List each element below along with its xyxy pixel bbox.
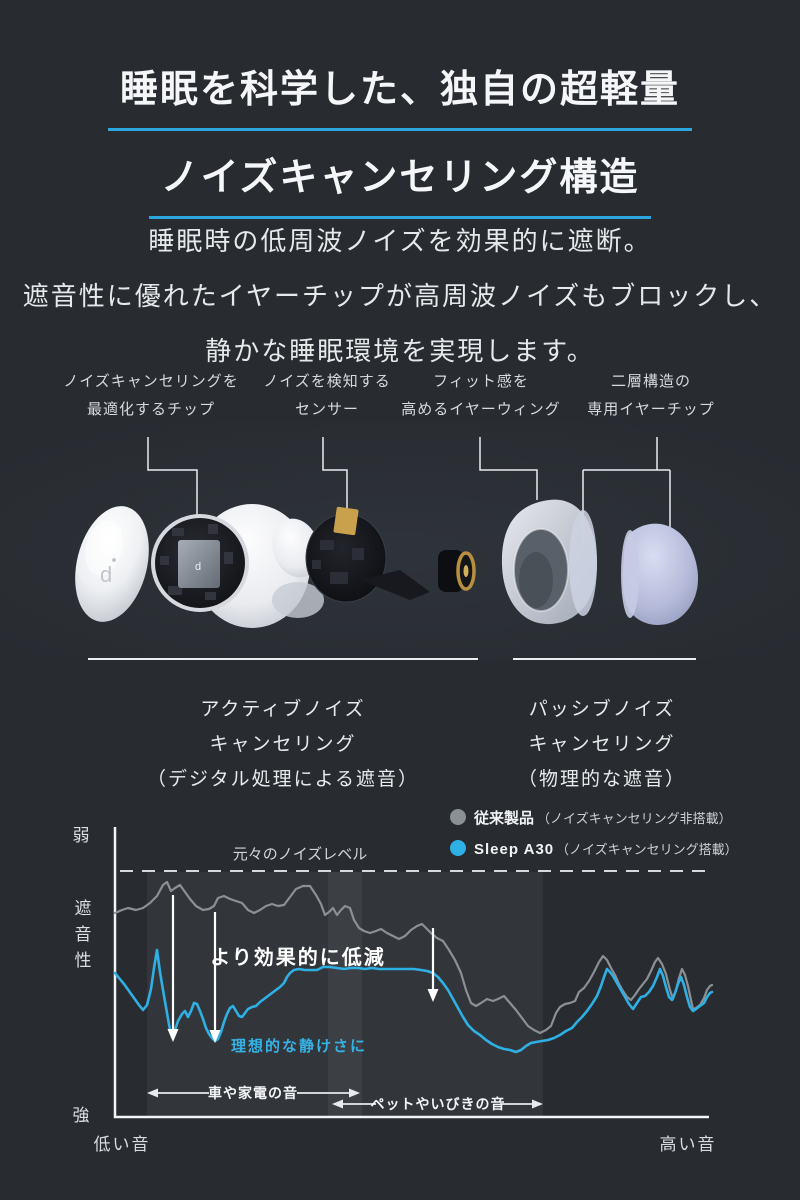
band-label-car-appliance: 車や家電の音 — [208, 1085, 298, 1101]
series-line-0 — [113, 880, 714, 1035]
chip-logo: d — [195, 561, 201, 573]
callout-ear-wing: フィット感を 高めるイヤーウィング — [401, 373, 561, 418]
intro-line: 遮音性に優れたイヤーチップが高周波ノイズもブロックし、 — [22, 281, 778, 311]
passive-nc-rule — [513, 658, 696, 660]
x-axis-left-label: 低い音 — [94, 1135, 151, 1154]
legend-dot-sleep-a30 — [450, 840, 466, 856]
earbud-exploded-illustration: d d — [0, 420, 800, 660]
y-axis-label: 遮音性 — [72, 899, 92, 977]
intro-line: 睡眠時の低周波ノイズを効果的に遮断。 — [148, 226, 652, 256]
earbud-housing-illustration: d — [151, 504, 324, 628]
ear-tip-illustration — [621, 523, 699, 625]
annotation-ideal-quiet: 理想的な静けさに — [231, 1037, 367, 1055]
series-line-1 — [113, 948, 714, 1054]
active-nc-caption: アクティブノイズ キャンセリング （デジタル処理による遮音） — [146, 699, 420, 790]
soundcore-logo: d — [100, 562, 112, 587]
gold-sensor-pad — [333, 506, 359, 536]
intro-paragraph: 睡眠時の低周波ノイズを効果的に遮断。 遮音性に優れたイヤーチップが高周波ノイズも… — [0, 214, 800, 379]
inner-tip-layer — [569, 510, 597, 616]
band-label-pet-snoring: ペットやいびきの音 — [371, 1096, 506, 1112]
active-nc-rule — [88, 658, 478, 660]
title-underlined-text: ノイズキャンセリング構造 — [148, 146, 652, 219]
annotation-more-effective: より効果的に低減 — [210, 945, 386, 969]
legend-label-conventional: 従来製品 — [473, 809, 534, 827]
pcb-components — [160, 524, 233, 600]
legend-dot-conventional — [450, 809, 466, 825]
pcb-arm — [360, 570, 430, 600]
callout-anc-chip: ノイズキャンセリングを 最適化するチップ — [63, 373, 239, 418]
ear-wing-illustration — [501, 499, 598, 625]
y-axis-bottom-label: 強 — [73, 1106, 90, 1125]
page-title-line2: ノイズキャンセリング構造 — [0, 146, 800, 219]
earbud-shell-illustration: d — [75, 506, 149, 622]
legend-label-sleep-a30: Sleep A30 — [474, 841, 554, 858]
baseline-label: 元々のノイズレベル — [233, 846, 368, 863]
noise-isolation-chart: 従来製品 （ノイズキャンセリング非搭載） Sleep A30 （ノイズキャンセリ… — [72, 809, 738, 1154]
callout-ear-tip: 二層構造の 専用イヤーチップ — [587, 373, 715, 418]
intro-line: 静かな睡眠環境を実現します。 — [205, 336, 595, 366]
callout-noise-sensor: ノイズを検知する センサー — [263, 373, 391, 418]
page-title-line1: 睡眠を科学した、独自の超軽量 — [0, 58, 800, 131]
legend-note-sleep-a30: （ノイズキャンセリング搭載） — [556, 842, 738, 857]
y-axis-top-label: 弱 — [73, 826, 90, 845]
title-underlined-text: 睡眠を科学した、独自の超軽量 — [107, 58, 692, 131]
passive-nc-caption: パッシブノイズ キャンセリング （物理的な遮音） — [517, 699, 686, 790]
driver-cylinder — [438, 550, 464, 592]
legend-note-conventional: （ノイズキャンセリング非搭載） — [537, 811, 732, 826]
sensor-pcb-illustration — [305, 506, 476, 603]
anc-chip — [178, 540, 220, 588]
x-axis-right-label: 高い音 — [660, 1135, 717, 1154]
